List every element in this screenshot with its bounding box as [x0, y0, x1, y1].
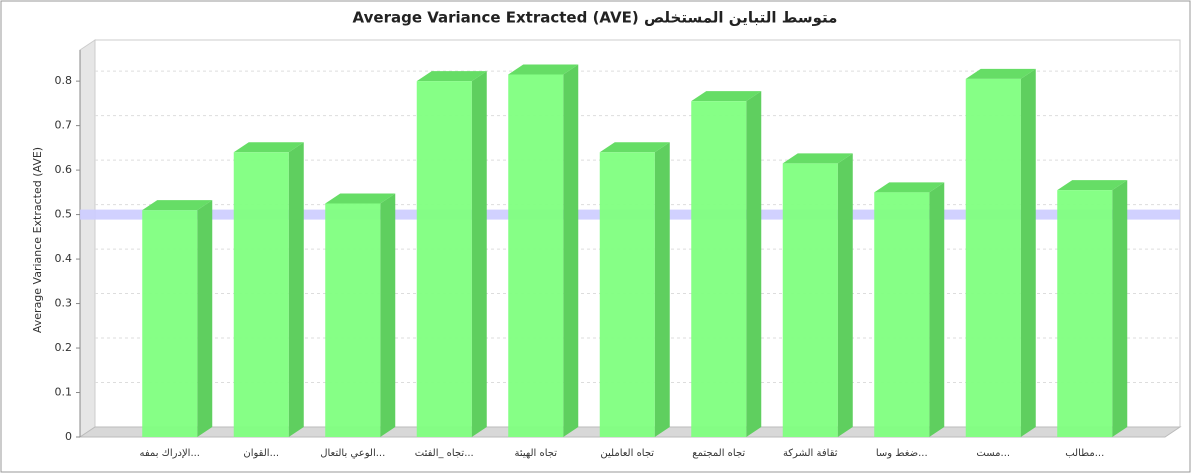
bar-side — [380, 193, 396, 437]
y-tick-label: 0.8 — [55, 74, 73, 87]
bar-side — [1020, 68, 1036, 438]
bar-side — [837, 153, 853, 437]
y-axis-label: Average Variance Extracted (AVE) — [31, 147, 44, 333]
bar-top — [782, 153, 853, 164]
x-tick-label: تجاه _الفئت... — [415, 448, 474, 459]
x-tick-label: الوعي بالتعال... — [320, 448, 385, 459]
bar — [508, 74, 564, 437]
bar-side — [654, 142, 670, 437]
chart-title: Average Variance Extracted (AVE) متوسط ا… — [353, 9, 838, 27]
bar — [874, 192, 930, 437]
bar-top — [325, 193, 396, 204]
bar-top — [874, 182, 945, 193]
bar — [965, 78, 1021, 438]
bar — [691, 101, 747, 437]
bar — [599, 152, 655, 437]
y-tick-label: 0.2 — [55, 341, 73, 354]
x-tick-label: ضغط وسا... — [876, 448, 928, 459]
x-tick-label: تجاه العاملين — [600, 448, 654, 459]
x-tick-label: تجاه الهيئة — [514, 448, 557, 459]
y-tick-label: 0.1 — [55, 386, 73, 399]
x-tick-label: القوان... — [243, 448, 279, 459]
x-tick-label: تجاه المجتمع — [692, 448, 745, 459]
bar-side — [197, 200, 213, 437]
y-tick-label: 0.4 — [55, 252, 73, 265]
y-tick-label: 0 — [65, 430, 72, 443]
bar-side — [563, 64, 579, 437]
bar-side — [746, 91, 762, 437]
bar-top — [233, 142, 304, 153]
bar-side — [471, 71, 487, 437]
bar — [1057, 190, 1113, 437]
x-tick-label: الإدراك بمفه... — [140, 448, 201, 459]
bar-top — [508, 64, 579, 75]
bar-top — [599, 142, 670, 153]
x-tick-label: مست... — [976, 448, 1010, 459]
bar — [416, 81, 472, 437]
bar — [142, 210, 198, 437]
bar-top — [416, 71, 487, 82]
bar-side — [929, 182, 945, 437]
bar-side — [288, 142, 304, 437]
y-tick-label: 0.6 — [55, 163, 73, 176]
y-tick-label: 0.3 — [55, 297, 73, 310]
bar-top — [691, 91, 762, 102]
bar-top — [965, 68, 1036, 79]
bar-top — [1057, 180, 1128, 191]
y-tick-label: 0.5 — [55, 208, 73, 221]
y-tick-label: 0.7 — [55, 119, 73, 132]
bar — [325, 203, 381, 437]
bar-side — [1112, 180, 1128, 437]
bar-top — [142, 200, 213, 211]
bar — [233, 152, 289, 437]
x-tick-label: مطالب... — [1065, 448, 1104, 459]
x-tick-label: ثقافة الشركة — [783, 448, 838, 459]
side-wall — [79, 39, 96, 438]
bar — [782, 163, 838, 437]
